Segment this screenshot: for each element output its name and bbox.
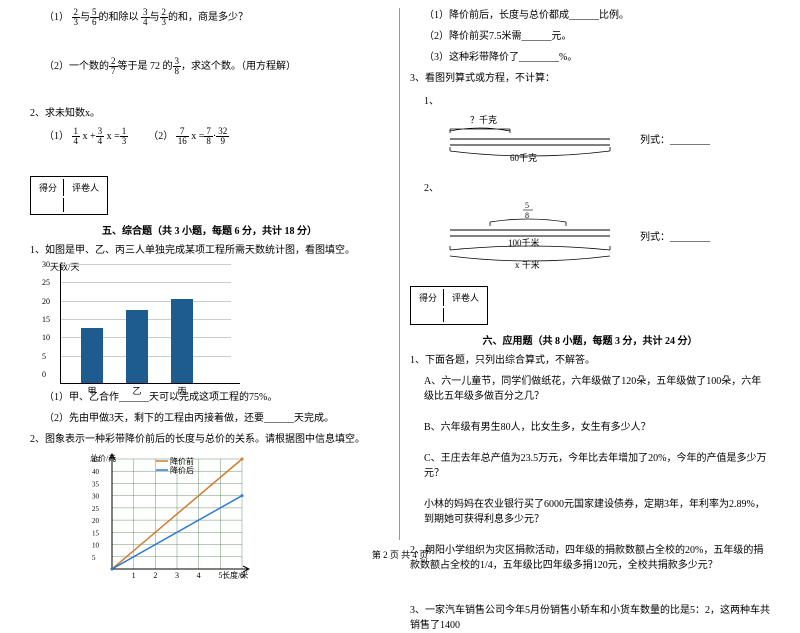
svg-text:？千克: ？千克 [470,115,497,125]
svg-text:3: 3 [175,571,179,580]
svg-text:2: 2 [153,571,157,580]
svg-text:15: 15 [92,529,100,537]
svg-text:总价/元: 总价/元 [90,453,116,463]
page-footer: 第 2 页 共 4 页 [0,548,800,561]
svg-text:4: 4 [197,571,201,580]
a-q1a: A、六一儿童节，同学们做纸花，六年级做了120朵，五年级做了100朵，六年级比五… [410,374,770,404]
diagram-1-num: 1、 [410,92,770,107]
svg-text:长度/米: 长度/米 [222,570,248,580]
diagram-1: ？千克 60千克 列式：________ [440,113,770,163]
section6-title: 六、应用题（共 8 小题，每题 3 分，共计 24 分） [410,332,770,347]
q1-2: （2）一个数的27等于是 72 的38，求这个数。（用方程解） [30,57,389,76]
svg-text:60千克: 60千克 [510,153,537,163]
diagram-2-num: 2、 [410,179,770,194]
section5-title: 五、综合题（共 3 小题，每题 6 分，共计 18 分） [30,222,389,237]
q2-equations: （1） 14 x +34 x =13 （2） 716 x =78·329 [30,127,389,152]
a-q1b: B、六年级有男生80人，比女生多，女生有多少人？ [410,420,770,435]
diagram-2: 5 8 100千米 x 千米 列式：________ [440,200,770,270]
s5-q1b: （2）先由甲做3天，剩下的工程由丙接着做，还要______天完成。 [30,411,389,426]
a-q1: 1、下面各题，只列出综合算式，不解答。 [410,353,770,368]
s5-q2: 2、图象表示一种彩带降价前后的长度与总价的关系。请根据图中信息填空。 [30,432,389,447]
a-q1c: C、王庄去年总产值为23.5万元，今年比去年增加了20%，今年的产值是多少万元？ [410,451,770,481]
r1c: （3）这种彩带降价了________%。 [410,50,770,65]
svg-text:降价后: 降价后 [170,465,194,475]
r1a: （1）降价前后，长度与总价都成______比例。 [410,8,770,23]
a-q3: 3、一家汽车销售公司今年5月份销售小轿车和小货车数量的比是5：2，这两种车共销售… [410,603,770,633]
q1-1: （1） 23与56的和除以 34与23的和，商是多少？ [30,8,389,27]
a-q1d: 小林的妈妈在农业银行买了6000元国家建设债券，定期3年，年利率为2.89%，到… [410,497,770,527]
svg-text:30: 30 [92,493,100,501]
svg-text:40: 40 [92,468,100,476]
svg-text:5: 5 [525,201,529,210]
svg-text:20: 20 [92,517,100,525]
s5-q3: 3、看图列算式或方程，不计算： [410,71,770,86]
bar-chart: 天数/天 甲乙丙 051015202530 [60,264,240,384]
svg-text:1: 1 [132,571,136,580]
svg-text:25: 25 [92,505,100,513]
svg-text:降价前: 降价前 [170,456,194,466]
svg-text:35: 35 [92,480,100,488]
svg-text:x 千米: x 千米 [515,259,540,270]
q2-head: 2、求未知数x。 [30,106,389,121]
score-box: 得分评卷人 [30,176,108,215]
line-chart: 12345651015202530354045总价/元降价前降价后长度/米 [90,453,250,583]
s5-q1: 1、如图是甲、乙、丙三人单独完成某项工程所需天数统计图，看图填空。 [30,243,389,258]
score-box-2: 得分评卷人 [410,286,488,325]
r1b: （2）降价前买7.5米需______元。 [410,29,770,44]
